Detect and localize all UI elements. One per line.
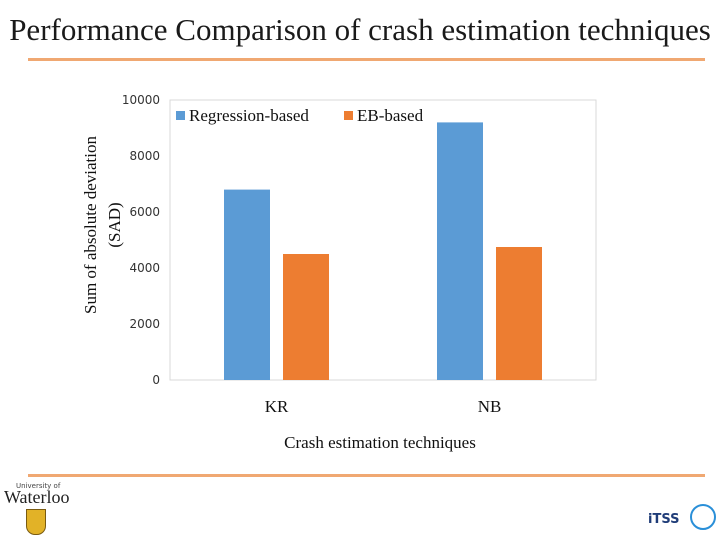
- bar-regression-based-nb: [437, 122, 483, 381]
- y-tick-label: 6000: [129, 205, 160, 219]
- plot-area: [169, 99, 597, 381]
- x-axis-label: Crash estimation techniques: [284, 433, 476, 452]
- x-axis-categories: KR NB: [265, 397, 502, 416]
- bar-series: [224, 122, 542, 381]
- university-logo: University of Waterloo: [4, 482, 70, 538]
- footer-divider: [28, 474, 705, 477]
- legend-swatch: [344, 111, 353, 120]
- shield-icon: [26, 509, 46, 535]
- y-tick-label: 8000: [129, 149, 160, 163]
- x-category-label: KR: [265, 397, 289, 416]
- y-axis-ticks: 0 2000 4000 6000 8000 10000: [122, 93, 160, 387]
- bar-chart: 0 2000 4000 6000 8000 10000 KR NB Regression-b…: [81, 93, 597, 452]
- y-axis-label-line2: (SAD): [105, 202, 124, 247]
- y-tick-label: 0: [152, 373, 160, 387]
- bar-eb-based-nb: [496, 247, 542, 380]
- y-tick-label: 10000: [122, 93, 160, 107]
- y-axis-label-line1: Sum of absolute deviation: [81, 136, 100, 315]
- x-category-label: NB: [478, 397, 502, 416]
- legend: Regression-based EB-based: [176, 106, 424, 125]
- slide-title: Performance Comparison of crash estimati…: [9, 12, 711, 47]
- lab-logo: iTSS: [646, 500, 718, 534]
- university-logo-wordmark: Waterloo: [4, 487, 70, 507]
- y-tick-label: 4000: [129, 261, 160, 275]
- bar-regression-based-kr: [224, 189, 270, 380]
- legend-label: Regression-based: [189, 106, 309, 125]
- title-divider: [28, 58, 705, 61]
- y-tick-label: 2000: [129, 317, 160, 331]
- bar-eb-based-kr: [283, 254, 329, 380]
- legend-swatch: [176, 111, 185, 120]
- legend-label: EB-based: [357, 106, 424, 125]
- globe-icon: [690, 504, 716, 530]
- lab-logo-wordmark: iTSS: [648, 512, 680, 527]
- university-logo-subtitle: University of: [16, 482, 61, 490]
